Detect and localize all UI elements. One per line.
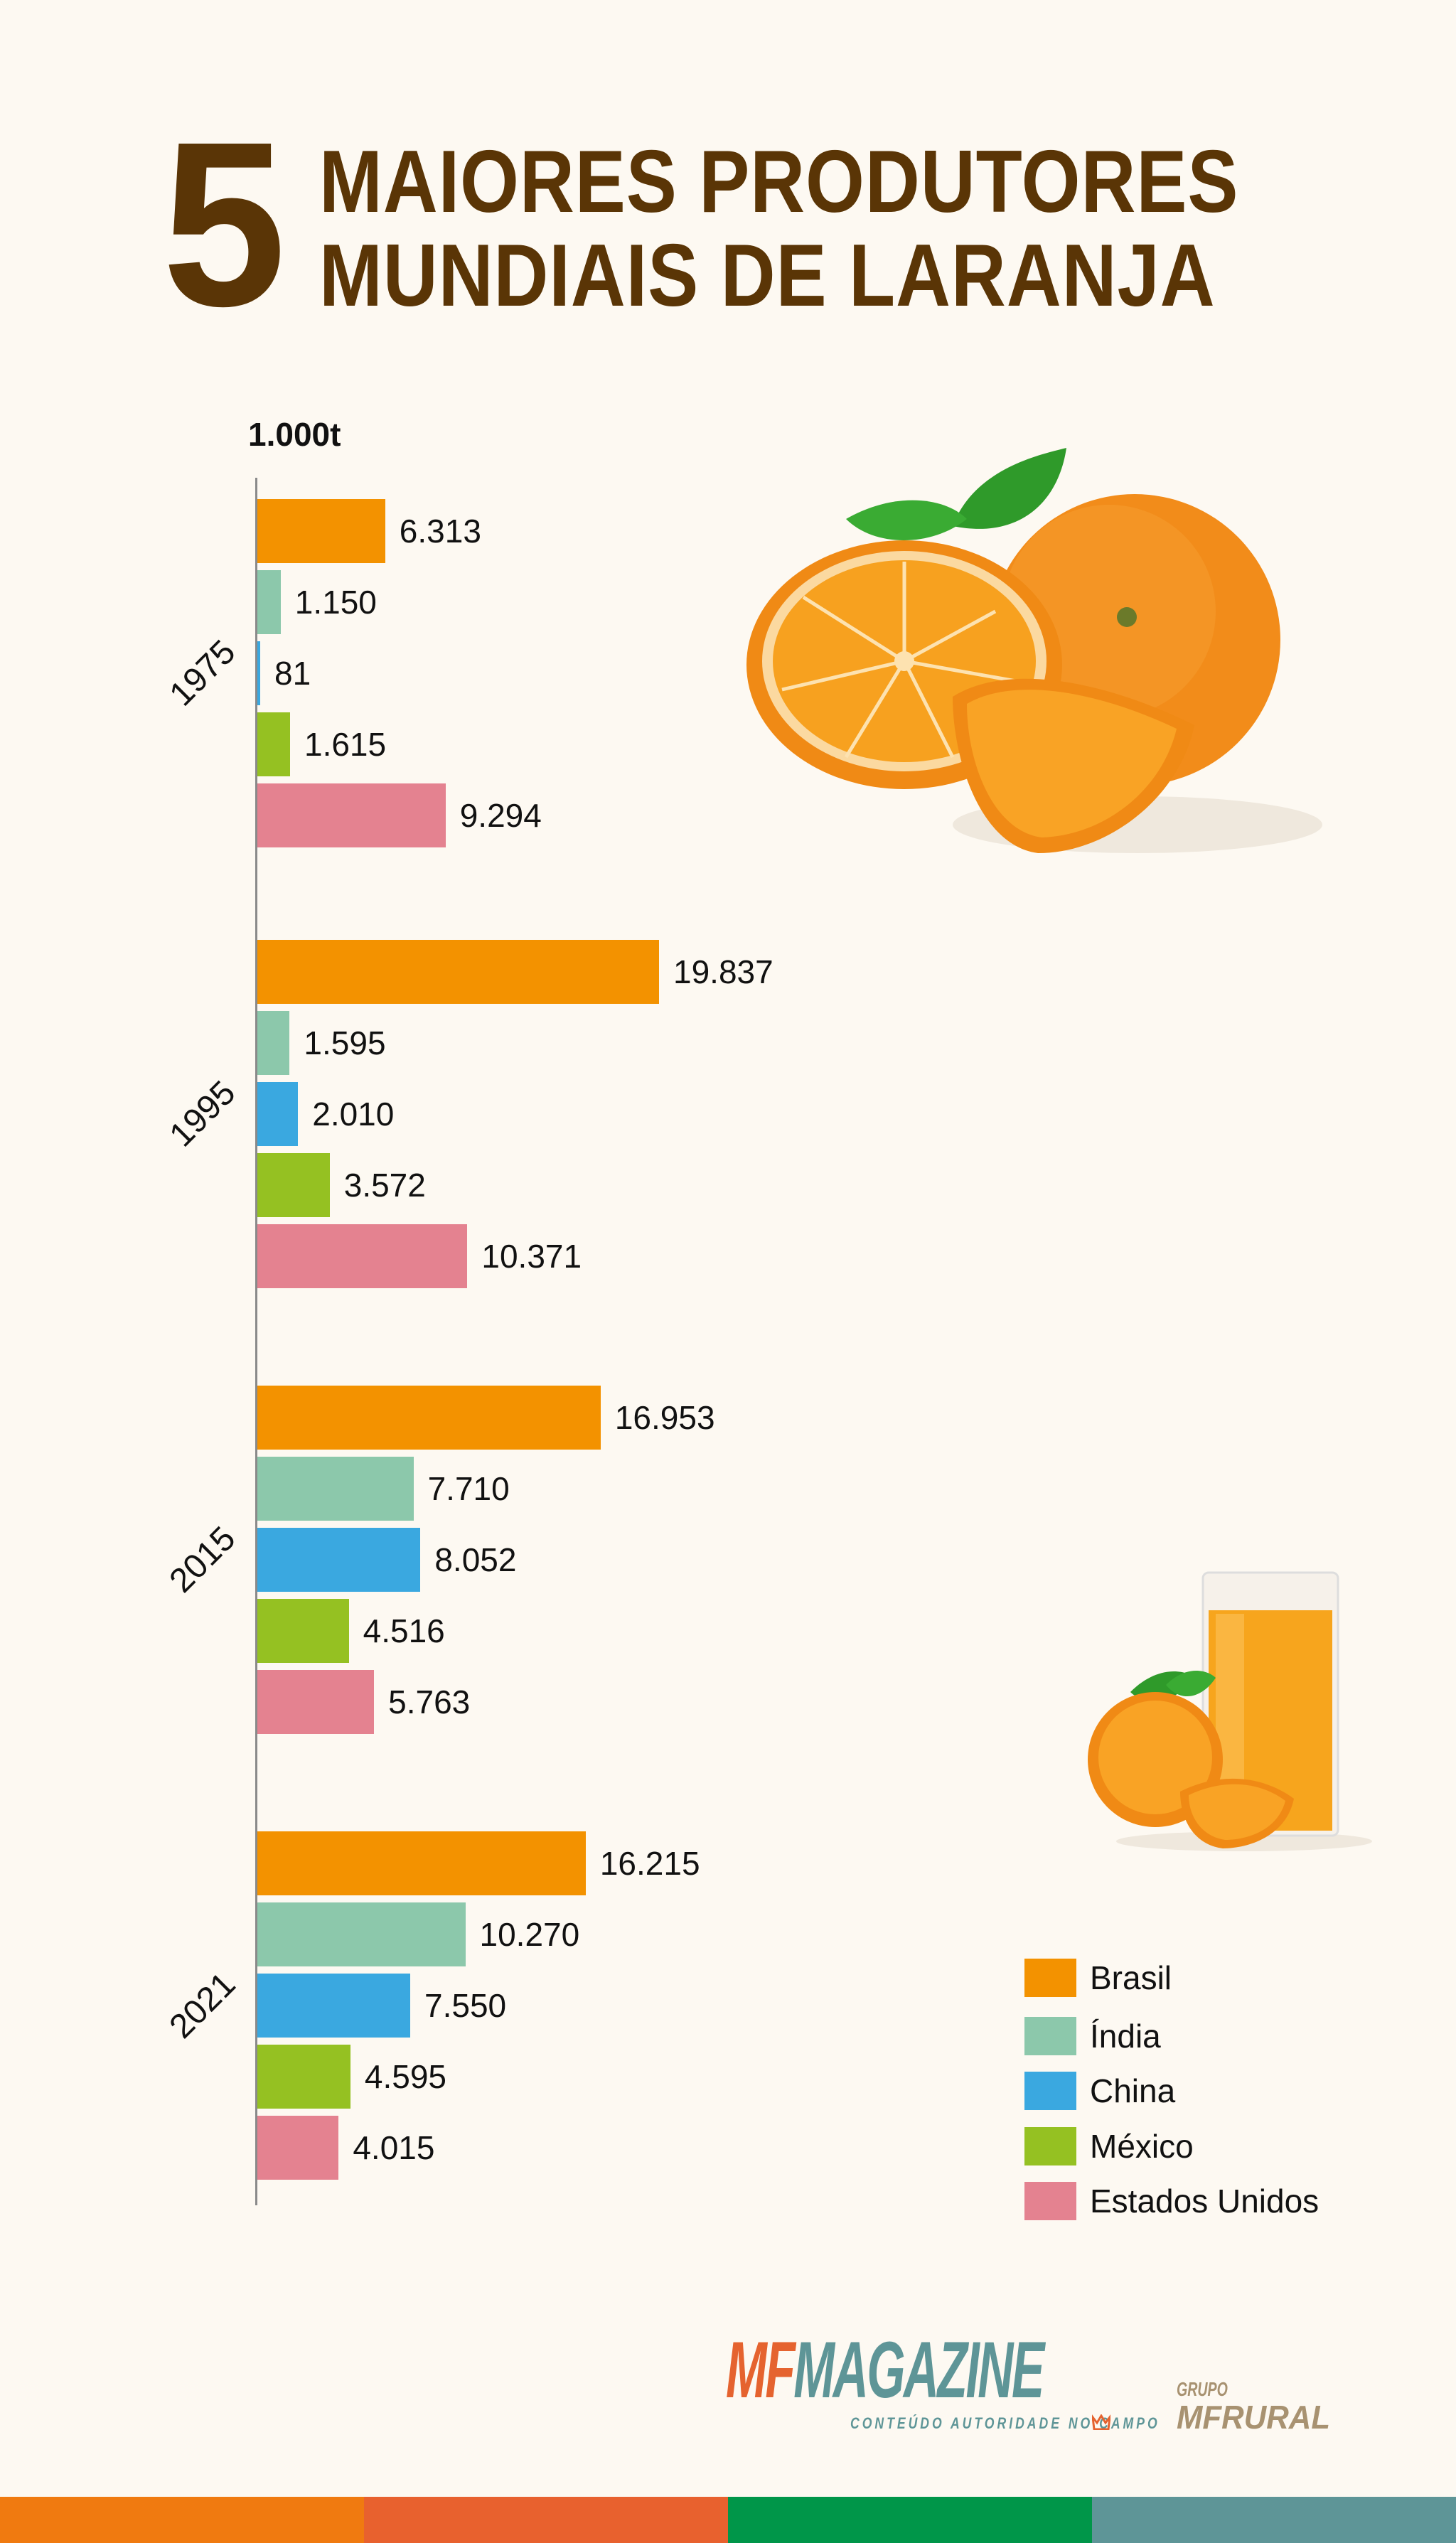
legend-label: China (1090, 2072, 1176, 2109)
data-label: 4.595 (364, 2058, 446, 2095)
grupo-mfrural-logo: GRUPO MFRURAL (1177, 2378, 1338, 2434)
crown-icon (1092, 2414, 1110, 2430)
title-line-2: MUNDIAIS DE LARANJA (319, 227, 1216, 325)
bar-1995-méxico (257, 1153, 330, 1217)
bar-1975-índia (257, 570, 281, 634)
data-label: 10.270 (479, 1916, 580, 1953)
bar-1975-china (257, 641, 260, 705)
year-label-2021: 2021 (162, 1965, 243, 2046)
y-axis-line (255, 478, 257, 2205)
legend-label: Índia (1090, 2018, 1161, 2055)
bar-2015-brasil (257, 1386, 601, 1450)
legend-swatch (1024, 2127, 1076, 2165)
logo-magazine-text: MAGAZINE (793, 2325, 1044, 2414)
data-label: 7.550 (424, 1987, 507, 2024)
data-label: 4.015 (353, 2129, 435, 2166)
bar-2015-méxico (257, 1599, 349, 1663)
data-label: 1.595 (304, 1024, 386, 1061)
stripe-segment (1092, 2497, 1456, 2543)
bar-2021-méxico (257, 2045, 350, 2109)
stripe-segment (364, 2497, 728, 2543)
mf-magazine-logo: MFMAGAZINE CONTEÚDO AUTORIDADE NO CAMPO (726, 2330, 1237, 2433)
logo-grupo-text: GRUPO (1177, 2378, 1228, 2400)
bar-1995-índia (257, 1011, 290, 1075)
data-label: 6.313 (399, 513, 481, 550)
year-label-1975: 1975 (162, 633, 243, 714)
legend-swatch (1024, 2182, 1076, 2220)
bar-2015-índia (257, 1457, 414, 1521)
bar-1995-brasil (257, 940, 659, 1004)
data-label: 9.294 (459, 797, 542, 834)
data-label: 10.371 (481, 1238, 582, 1275)
year-label-2015: 2015 (162, 1519, 243, 1600)
data-label: 16.215 (599, 1845, 700, 1882)
data-label: 1.150 (294, 584, 377, 621)
bar-1975-estados-unidos (257, 783, 446, 847)
title-line-1: MAIORES PRODUTORES (319, 133, 1239, 231)
bar-2015-china (257, 1528, 421, 1592)
stripe-segment (728, 2497, 1092, 2543)
data-label: 16.953 (614, 1399, 715, 1436)
legend-swatch (1024, 2072, 1076, 2110)
logo-mfrural-text: MFRURAL (1177, 2399, 1331, 2436)
oranges-illustration (746, 448, 1322, 853)
legend-label: Brasil (1090, 1959, 1172, 1996)
data-label: 5.763 (388, 1683, 471, 1720)
data-label: 2.010 (312, 1096, 395, 1133)
bar-2021-brasil (257, 1831, 586, 1895)
unit-label: 1.000t (248, 416, 341, 453)
data-label: 8.052 (434, 1541, 517, 1578)
bar-2015-estados-unidos (257, 1670, 375, 1734)
data-label: 7.710 (427, 1470, 510, 1507)
year-label-1995: 1995 (162, 1074, 243, 1155)
data-label: 1.615 (304, 726, 387, 763)
data-label: 19.837 (673, 953, 774, 990)
legend-label: Estados Unidos (1090, 2183, 1320, 2220)
data-label: 4.516 (363, 1612, 445, 1649)
data-label: 81 (274, 655, 311, 692)
juice-illustration (1088, 1571, 1372, 1851)
leaf-icon (953, 448, 1066, 529)
legend-swatch (1024, 1959, 1076, 1997)
logo-mf-text: MF (726, 2325, 796, 2414)
bar-1995-estados-unidos (257, 1224, 468, 1288)
bar-2021-estados-unidos (257, 2116, 339, 2180)
bar-1995-china (257, 1082, 299, 1146)
stripe-segment (0, 2497, 364, 2543)
title-number: 5 (162, 92, 287, 355)
legend-swatch (1024, 2017, 1076, 2055)
bar-2021-índia (257, 1902, 466, 1966)
leaf-icon (846, 500, 967, 540)
bar-1975-méxico (257, 712, 290, 776)
logo-tagline: CONTEÚDO AUTORIDADE NO CAMPO (850, 2414, 1160, 2432)
bar-1975-brasil (257, 499, 385, 563)
data-label: 3.572 (343, 1167, 426, 1204)
bar-2021-china (257, 1974, 411, 2038)
legend-label: México (1090, 2128, 1194, 2165)
